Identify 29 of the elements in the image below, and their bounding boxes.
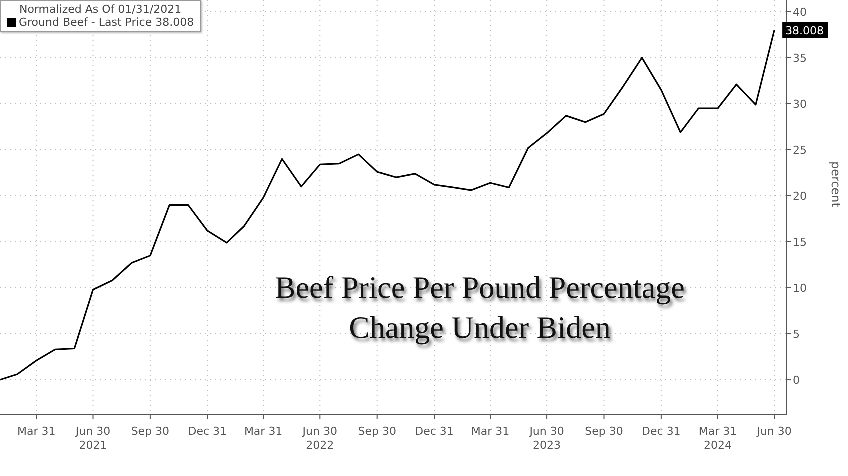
legend-label: Ground Beef - Last Price 38.008 <box>19 16 194 29</box>
y-tick-label: 10 <box>793 282 807 295</box>
x-tick-label: Jun 30 2021 <box>74 425 111 452</box>
x-tick-label: Sep 30 <box>585 425 624 438</box>
legend-title: Normalized As Of 01/31/2021 <box>18 3 183 16</box>
x-tick-label: Dec 31 <box>188 425 228 438</box>
y-tick-label: 5 <box>793 328 800 341</box>
text: Beef Price Per Pound Percentage Change Under Biden <box>274 269 686 347</box>
y-tick-label: 35 <box>793 52 807 65</box>
x-tick-label: Sep 30 <box>131 425 170 438</box>
x-tick-label: Jun 30 <box>756 425 792 438</box>
y-tick-label: 40 <box>793 6 807 19</box>
x-tick-label: Mar 31 <box>471 425 510 438</box>
y-tick-label: 25 <box>793 144 807 157</box>
y-axis-title: percent <box>828 162 843 208</box>
y-tick-label: 30 <box>793 98 807 111</box>
x-tick-label: Mar 31 2024 <box>698 425 738 452</box>
x-tick-label: Jun 30 2023 <box>528 425 564 452</box>
y-tick-label: 20 <box>793 190 807 203</box>
y-tick-label: 0 <box>793 374 800 387</box>
x-tick-label: Mar 31 <box>244 425 283 438</box>
x-tick-label: Dec 31 <box>642 425 681 438</box>
x-tick-label: Sep 30 <box>358 425 396 438</box>
x-tick-label: Dec 31 <box>415 425 454 438</box>
x-tick-label: Mar 31 <box>18 425 56 438</box>
data-label: 38.008 <box>786 24 824 38</box>
y-tick-label: 15 <box>793 236 807 249</box>
x-tick-label: Jun 30 2022 <box>302 425 338 452</box>
line-series <box>0 29 776 381</box>
